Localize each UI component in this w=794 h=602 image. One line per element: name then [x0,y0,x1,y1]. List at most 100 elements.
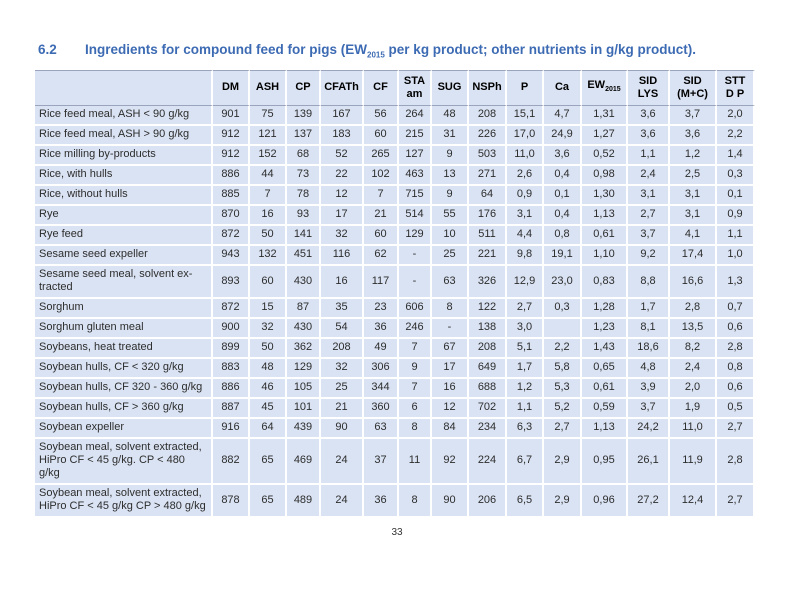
section-number: 6.2 [38,42,57,57]
value-cell: 13,5 [670,318,717,339]
value-cell: 463 [399,165,432,186]
value-cell: 121 [250,125,287,146]
table-row: Sorghum 872 15 87 35 23 606 8 122 2,7 0,3 1,28 1,7 2,… [35,298,755,319]
value-cell: - [432,318,469,339]
value-cell: 32 [321,358,364,379]
value-cell: 44 [250,165,287,186]
value-cell: 943 [213,245,250,266]
value-cell: 1,30 [582,185,628,206]
value-cell: 715 [399,185,432,206]
value-cell: 25 [321,378,364,399]
value-cell: 60 [250,265,287,299]
column-header-stt-dp: STT D P [717,69,755,106]
value-cell: 886 [213,378,250,399]
value-cell: 93 [287,205,321,226]
value-cell: 54 [321,318,364,339]
value-cell: 872 [213,225,250,246]
value-cell: 8 [399,484,432,518]
value-cell: 64 [469,185,507,206]
value-cell: 503 [469,145,507,166]
column-header-sta-am: STA am [399,69,432,106]
value-cell: 90 [432,484,469,518]
value-cell: 883 [213,358,250,379]
value-cell: 67 [432,338,469,359]
value-cell: 24,9 [544,125,582,146]
value-cell: 87 [287,298,321,319]
value-cell: 127 [399,145,432,166]
column-header-ca: Ca [544,69,582,106]
value-cell: 7 [250,185,287,206]
value-cell: 3,6 [628,105,670,126]
value-cell: 2,7 [717,418,755,439]
value-cell: 702 [469,398,507,419]
table-row: Soybean expeller 916 64 439 90 63 8 84 234 6,3 2,7… [35,418,755,439]
value-cell: 18,6 [628,338,670,359]
value-cell: 84 [432,418,469,439]
value-cell: 35 [321,298,364,319]
value-cell [544,318,582,339]
value-cell: 12,9 [507,265,544,299]
value-cell: 916 [213,418,250,439]
value-cell: 4,7 [544,105,582,126]
value-cell: 17 [432,358,469,379]
column-header-cf: CF [364,69,399,106]
value-cell: 430 [287,318,321,339]
value-cell: 326 [469,265,507,299]
value-cell: 3,7 [628,398,670,419]
value-cell: 0,1 [717,185,755,206]
title-text-post: per kg product; other nutrients in g/kg … [384,42,697,57]
ingredient-name: Sorghum [35,298,213,319]
value-cell: 912 [213,145,250,166]
value-cell: 3,1 [507,205,544,226]
value-cell: 102 [364,165,399,186]
value-cell: 0,3 [544,298,582,319]
value-cell: 23,0 [544,265,582,299]
value-cell: 1,2 [507,378,544,399]
value-cell: 56 [364,105,399,126]
value-cell: 73 [287,165,321,186]
value-cell: 27,2 [628,484,670,518]
column-header-ash: ASH [250,69,287,106]
value-cell: 5,2 [544,398,582,419]
value-cell: 2,6 [507,165,544,186]
value-cell: 176 [469,205,507,226]
value-cell: 6 [399,398,432,419]
value-cell: 878 [213,484,250,518]
value-cell: 9,8 [507,245,544,266]
value-cell: 55 [432,205,469,226]
value-cell: 6,3 [507,418,544,439]
value-cell: 5,3 [544,378,582,399]
value-cell: 10 [432,225,469,246]
value-cell: 439 [287,418,321,439]
value-cell: 137 [287,125,321,146]
value-cell: 901 [213,105,250,126]
value-cell: 12,4 [670,484,717,518]
column-header-ew2015: EW2015 [582,69,628,106]
table-row: Rye feed 872 50 141 32 60 129 10 511 4,4 0,8 0,61 3,… [35,225,755,246]
ingredient-name: Rice, without hulls [35,185,213,206]
ingredient-name: Soybean meal, solvent extracted, HiPro C… [35,484,213,518]
value-cell: - [399,245,432,266]
ingredient-name: Soybean hulls, CF > 360 g/kg [35,398,213,419]
value-cell: 105 [287,378,321,399]
value-cell: 3,7 [628,225,670,246]
column-header-dm: DM [213,69,250,106]
value-cell: 24 [321,484,364,518]
value-cell: 183 [321,125,364,146]
value-cell: 1,23 [582,318,628,339]
value-cell: 2,7 [507,298,544,319]
value-cell: 141 [287,225,321,246]
ingredient-name: Rice feed meal, ASH > 90 g/kg [35,125,213,146]
value-cell: 208 [469,105,507,126]
value-cell: 7 [399,338,432,359]
value-cell: 6,7 [507,438,544,485]
value-cell: 36 [364,484,399,518]
value-cell: 5,1 [507,338,544,359]
value-cell: 893 [213,265,250,299]
column-header-cfath: CFATh [321,69,364,106]
ingredient-name: Soybean hulls, CF 320 - 360 g/kg [35,378,213,399]
value-cell: 15,1 [507,105,544,126]
value-cell: 1,31 [582,105,628,126]
value-cell: 0,9 [507,185,544,206]
value-cell: 17 [321,205,364,226]
